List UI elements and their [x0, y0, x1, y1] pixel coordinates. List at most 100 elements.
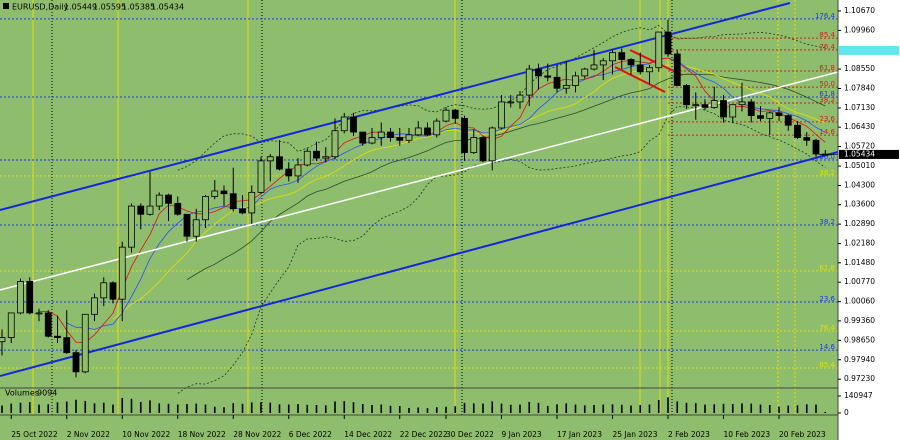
y-tick-label: 1.03600	[844, 200, 875, 209]
candle-body	[766, 112, 774, 119]
axis-background	[838, 0, 900, 440]
candle-body	[211, 190, 219, 197]
candle-body	[775, 112, 783, 117]
candle-body	[359, 131, 367, 144]
candle-body	[572, 75, 579, 86]
y-tick-label: 1.07130	[844, 103, 875, 112]
candle-body	[479, 137, 487, 162]
level-label: 23.6	[819, 295, 835, 303]
x-tick-label: 25 Jan 2023	[613, 430, 658, 439]
candle-body	[655, 31, 663, 69]
candle-body	[590, 64, 598, 70]
y-tick-label: 0.98650	[844, 335, 875, 344]
candle-body	[627, 59, 635, 66]
y-tick-label: 1.05720	[844, 142, 875, 151]
candle-body	[433, 120, 441, 136]
level-label: 76.4	[819, 43, 835, 51]
candle-body	[174, 202, 182, 215]
candle-body	[248, 191, 256, 214]
current-price-label: 1.05434	[844, 149, 875, 158]
level-label: 14.6	[819, 128, 835, 136]
candle-body	[794, 124, 801, 138]
x-tick-label: 10 Nov 2022	[122, 430, 170, 439]
candle-body	[747, 101, 755, 117]
ohlc-high: 1.05595	[93, 3, 126, 12]
candle-body	[137, 205, 145, 215]
candle-body	[91, 297, 98, 315]
candle-body	[72, 352, 80, 373]
candle-body	[535, 68, 542, 77]
plot-background	[0, 0, 838, 440]
y-tick-label: 1.10670	[844, 6, 875, 15]
volume-tick-label: 140947	[844, 391, 873, 400]
y-tick-label: 0.99360	[844, 316, 875, 325]
candle-body	[35, 312, 43, 315]
y-tick-label: 1.09960	[844, 25, 875, 34]
candle-body	[0, 337, 6, 343]
candle-body	[183, 213, 191, 237]
x-tick-label: 9 Jan 2023	[502, 430, 542, 439]
candle-body	[303, 150, 311, 166]
candle-body	[664, 31, 672, 55]
candle-body	[461, 117, 468, 154]
candle-body	[812, 139, 820, 155]
volume-current: 9094	[37, 389, 57, 398]
candle-body	[118, 246, 126, 300]
moving-average	[112, 64, 826, 320]
candle-body	[54, 335, 61, 338]
candle-body	[488, 127, 496, 162]
x-tick-label: 20 Feb 2023	[779, 430, 826, 439]
level-label: 50.0	[819, 153, 835, 161]
y-tick-label: 1.01480	[844, 258, 875, 267]
y-tick-label: 1.08550	[844, 64, 875, 73]
chart-icon	[3, 3, 9, 9]
trend-white	[0, 71, 839, 291]
candle-body	[350, 116, 357, 133]
candle-body	[81, 313, 89, 373]
x-tick-label: 25 Oct 2022	[11, 430, 58, 439]
candle-body	[720, 100, 727, 118]
candle-body	[44, 312, 52, 337]
candle-body	[340, 116, 348, 132]
candle-body	[368, 137, 376, 144]
ohlc-close: 1.05434	[151, 3, 184, 12]
y-tick-label: 0.97940	[844, 355, 875, 364]
level-label: 61.8	[819, 90, 835, 98]
candle-body	[738, 101, 746, 106]
x-tick-label: 6 Dec 2022	[289, 430, 332, 439]
level-label: 38.2	[819, 96, 835, 104]
candle-body	[424, 127, 431, 136]
candle-body	[313, 150, 320, 159]
candle-body	[239, 208, 246, 214]
y-tick-label: 1.04300	[844, 181, 875, 190]
candle-body	[285, 168, 293, 177]
candle-body	[63, 337, 71, 354]
candle-body	[683, 85, 690, 106]
candle-body	[498, 101, 505, 129]
candle-body	[803, 137, 811, 141]
level-label: 61.8	[819, 64, 835, 72]
y-tick-label: 1.07840	[844, 84, 875, 93]
candle-body	[470, 137, 478, 154]
symbol-label: EURUSD,Daily	[12, 3, 69, 12]
candle-body	[507, 101, 515, 104]
candle-body	[405, 134, 413, 141]
level-label: 38.2	[819, 169, 835, 177]
channel-lower	[0, 151, 839, 377]
candle-body	[276, 156, 283, 170]
candle-body	[26, 281, 34, 314]
candle-body	[7, 312, 15, 338]
level-label: 85.4	[819, 31, 835, 39]
level-label: 50.0	[819, 80, 835, 88]
candle-body	[544, 75, 552, 78]
bollinger-lower	[177, 106, 826, 394]
candle-body	[322, 156, 330, 159]
candle-body	[553, 76, 561, 89]
x-tick-label: 30 Dec 2022	[446, 430, 494, 439]
candle-body	[525, 68, 533, 96]
candle-body	[155, 194, 163, 207]
y-tick-label: 1.00060	[844, 297, 875, 306]
volume-title: Volumes	[5, 389, 39, 398]
x-tick-label: 17 Jan 2023	[557, 430, 602, 439]
candle-body	[581, 68, 589, 77]
